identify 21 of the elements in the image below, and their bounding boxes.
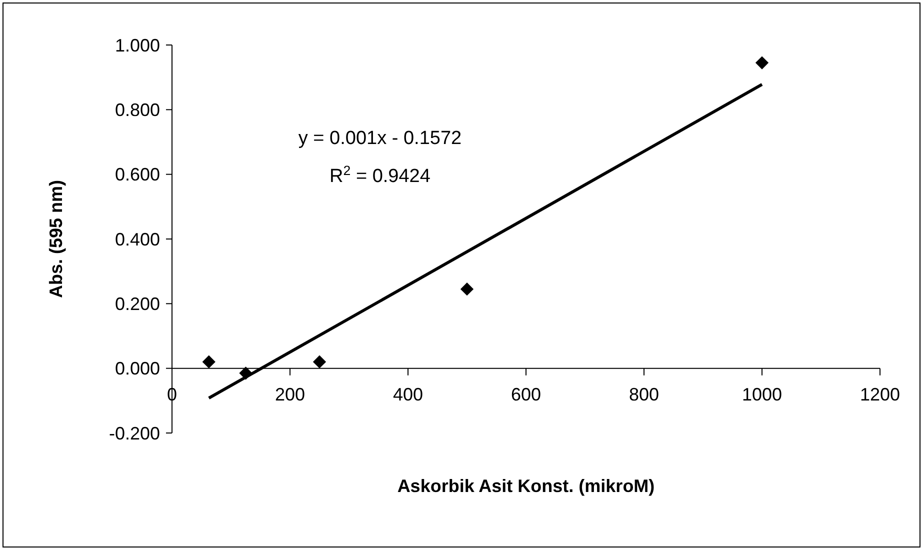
point	[755, 56, 769, 70]
point	[202, 355, 216, 368]
y-tick-label: 0.600	[114, 164, 160, 185]
x-axis-title: Askorbik Asit Konst. (mikroM)	[397, 476, 655, 496]
point	[460, 282, 474, 296]
y-tick-label: -0.200	[108, 423, 160, 444]
x-tick-label: 600	[510, 384, 542, 404]
y-tick-label: 0.000	[114, 358, 160, 379]
x-tick-label: 800	[628, 384, 660, 404]
y-tick-label: 1.000	[114, 35, 160, 56]
x-tick-label: 200	[274, 384, 306, 404]
y-tick-label: 0.200	[114, 294, 160, 314]
y-tick-label: 0.800	[114, 100, 160, 120]
point	[312, 355, 326, 368]
x-tick-label: 1000	[742, 384, 782, 404]
x-tick-label: 400	[392, 384, 424, 404]
y-tick-label: 0.400	[114, 229, 160, 250]
y-axis-title: Abs. (595 nm)	[46, 180, 66, 298]
x-tick-label: 1200	[860, 384, 900, 404]
annotation: R$^{2}$ = 0.9424	[330, 162, 431, 187]
annotation: y = 0.001x - 0.1572	[298, 128, 462, 149]
